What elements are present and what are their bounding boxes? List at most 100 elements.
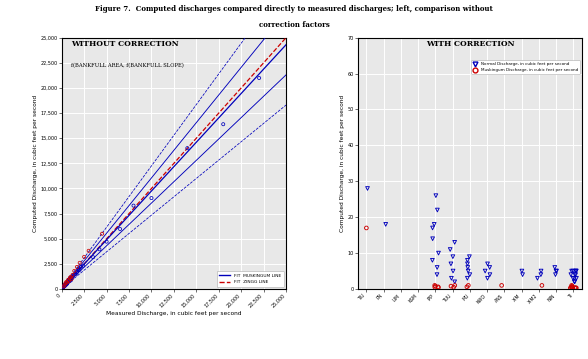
Point [58,285,68,291]
Point [59,283,69,289]
Point [68,274,77,280]
Point [485,272,495,278]
Point [462,284,472,290]
Point [567,285,577,291]
Point [483,261,492,267]
Point [431,193,440,199]
Point [570,279,579,285]
Point [75,260,85,266]
Point [572,268,581,274]
Point [450,279,459,285]
Point [59,283,69,289]
Point [465,254,474,260]
Point [62,280,72,285]
Point [571,272,580,278]
Point [59,284,69,289]
Point [102,239,111,244]
Point [432,272,442,278]
Point [449,284,458,290]
Point [571,268,580,274]
Point [65,277,75,283]
Point [450,239,459,245]
Point [430,284,439,290]
Text: f(BANKFULL AREA, f(BANKFULL SLOPE): f(BANKFULL AREA, f(BANKFULL SLOPE) [71,63,183,68]
Point [463,283,473,288]
Point [552,268,561,274]
Point [432,265,442,270]
Point [59,284,68,290]
Point [434,285,443,290]
Point [568,275,577,281]
Point [255,75,264,81]
Point [450,283,459,288]
Y-axis label: Computed Discharge, in cubic feet per second: Computed Discharge, in cubic feet per se… [340,95,345,232]
Point [483,275,492,281]
Point [446,283,456,289]
Point [69,268,79,274]
Point [567,283,576,288]
Point [518,272,527,278]
Point [570,285,580,290]
Point [572,275,581,281]
Point [566,285,575,291]
Point [62,281,71,287]
Point [61,281,71,287]
Point [567,268,576,274]
Point [64,278,74,284]
Y-axis label: Computed Discharge, in cubic feet per second: Computed Discharge, in cubic feet per se… [34,95,38,232]
Point [64,279,73,284]
Point [446,247,455,252]
Point [434,250,443,256]
Point [567,284,576,290]
Point [183,145,192,151]
Point [63,279,72,285]
Point [68,273,78,279]
Point [433,207,442,213]
Point [463,261,472,267]
Point [536,268,546,274]
Point [428,225,437,231]
Point [62,281,71,287]
Point [60,283,69,288]
Point [68,272,77,278]
Point [64,279,74,284]
Point [533,275,542,281]
Point [64,277,74,283]
Point [59,284,69,289]
Point [61,282,71,288]
Point [61,283,70,289]
Point [78,263,88,269]
Point [517,268,527,274]
Point [572,285,581,291]
Point [61,281,71,287]
Point [448,268,457,274]
Point [61,282,71,288]
Point [115,226,125,232]
Point [64,279,73,284]
Point [381,222,390,227]
Point [61,282,70,288]
Point [64,277,74,283]
Point [536,272,546,278]
Legend: Normal Discharge, in cubic feet per second, Muskingum Discharge, in cubic feet p: Normal Discharge, in cubic feet per seco… [471,60,580,74]
Point [550,265,559,270]
Point [74,266,83,271]
Point [429,222,439,227]
Point [129,203,138,209]
Point [62,281,71,286]
Point [567,284,577,290]
Point [61,282,70,288]
Point [61,282,70,288]
Point [497,283,506,288]
Point [65,278,74,284]
Point [446,261,456,267]
Point [463,265,473,270]
Point [84,248,93,254]
Point [95,246,104,252]
Point [63,280,72,285]
Point [61,281,71,287]
Point [58,285,68,290]
Point [363,186,372,191]
Point [567,283,577,289]
Point [72,269,82,275]
